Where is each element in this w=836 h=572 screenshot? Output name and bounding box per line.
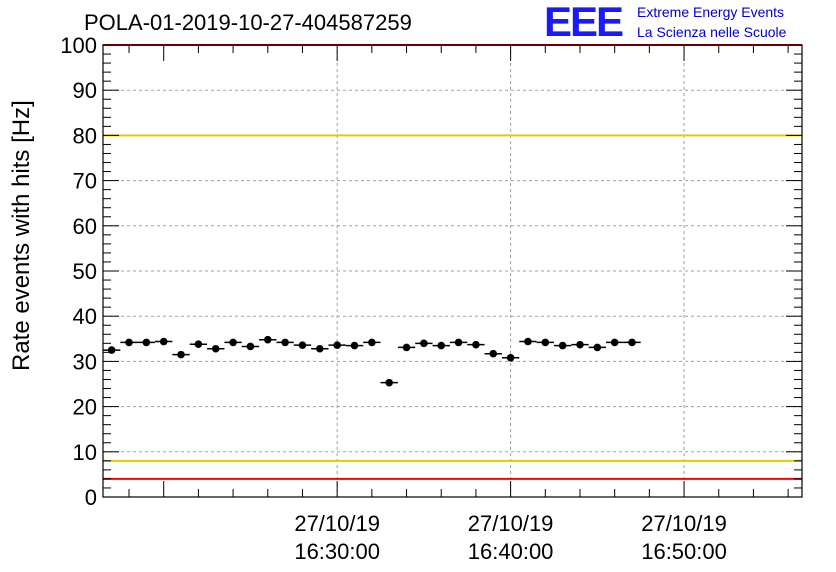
logo-line-2: La Scienza nelle Scuole — [637, 24, 787, 40]
data-point — [125, 338, 133, 347]
data-point — [368, 338, 376, 347]
y-tick-label: 60 — [73, 214, 97, 239]
chart-title: POLA-01-2019-10-27-404587259 — [84, 10, 412, 35]
data-point — [142, 338, 151, 347]
data-point — [246, 342, 255, 351]
data-point — [316, 344, 324, 353]
data-point — [159, 337, 168, 346]
data-point — [541, 338, 550, 347]
y-tick-label: 80 — [73, 123, 97, 148]
data-point — [177, 350, 185, 359]
data-point — [385, 378, 393, 387]
data-point — [593, 343, 602, 352]
y-tick-label: 40 — [73, 304, 97, 329]
data-point — [489, 349, 498, 358]
data-point — [298, 341, 307, 349]
x-tick-label-time: 16:50:00 — [641, 539, 727, 564]
data-point — [576, 340, 584, 349]
eee-logo: EEE — [544, 0, 636, 45]
x-tick-label-time: 16:30:00 — [294, 539, 380, 564]
data-point — [211, 344, 220, 353]
y-axis-label: Rate events with hits [Hz] — [8, 100, 35, 371]
logo-line-1: Extreme Energy Events — [637, 4, 785, 20]
data-point — [472, 340, 480, 349]
data-point — [194, 340, 203, 349]
data-point — [454, 338, 463, 347]
data-point — [333, 341, 341, 349]
data-point — [628, 338, 636, 347]
y-tick-label: 70 — [73, 169, 97, 194]
data-point — [263, 335, 272, 344]
x-tick-label-date: 27/10/19 — [641, 511, 727, 536]
data-point — [506, 353, 515, 362]
data-point — [229, 338, 237, 347]
data-point — [610, 338, 619, 347]
eee-logo-mark: EEE — [544, 0, 624, 45]
y-tick-label: 100 — [60, 33, 97, 58]
y-tick-label: 30 — [73, 349, 97, 374]
y-tick-label: 90 — [73, 78, 97, 103]
data-point — [524, 337, 532, 346]
y-tick-label: 50 — [73, 259, 97, 284]
x-tick-label-date: 27/10/19 — [468, 511, 554, 536]
y-tick-label: 10 — [73, 440, 97, 465]
y-tick-label: 20 — [73, 395, 97, 420]
data-point — [558, 341, 567, 350]
y-tick-label: 0 — [85, 485, 97, 510]
data-point — [402, 343, 411, 352]
x-tick-label-date: 27/10/19 — [294, 511, 380, 536]
data-point — [350, 341, 359, 350]
data-point — [107, 346, 116, 354]
data-point — [437, 341, 446, 350]
x-tick-label-time: 16:40:00 — [468, 539, 554, 564]
data-point — [281, 338, 289, 347]
data-point — [420, 339, 428, 348]
